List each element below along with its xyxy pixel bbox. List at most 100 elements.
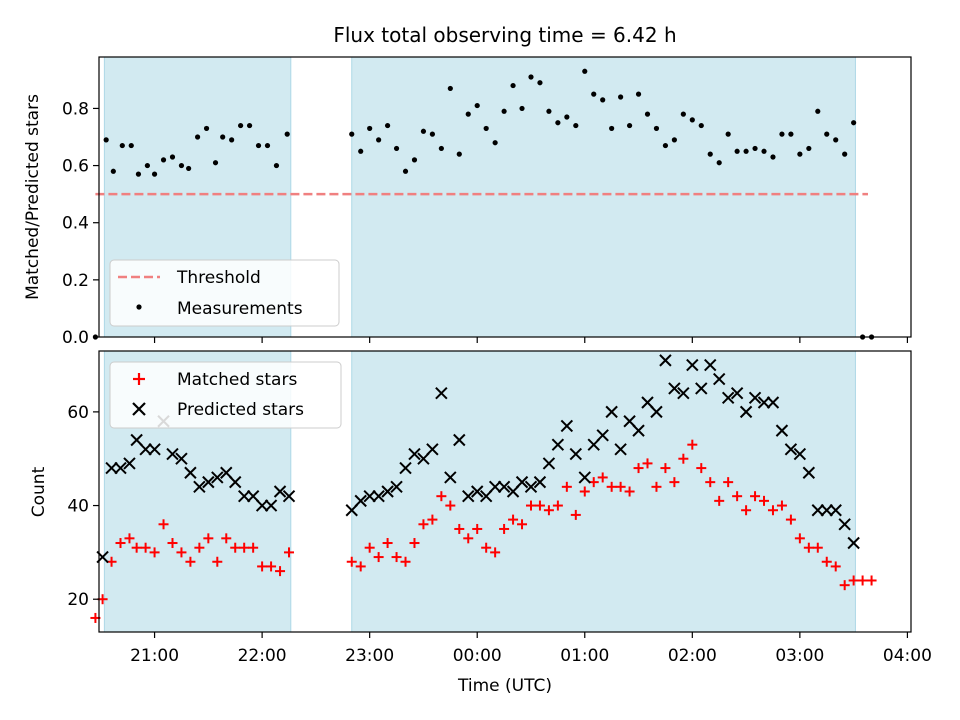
measurement-point — [707, 151, 713, 157]
matched-point — [185, 556, 196, 567]
matched-point — [785, 514, 796, 525]
matched-point — [624, 486, 635, 497]
measurement-point — [555, 120, 561, 126]
measurement-point — [447, 85, 453, 92]
predicted-point — [123, 457, 136, 470]
measurement-point — [725, 131, 731, 137]
predicted-point-b — [775, 424, 789, 437]
matched-point — [427, 514, 438, 525]
predicted-point — [748, 391, 762, 405]
predicted-point-b — [220, 466, 233, 479]
predicted-point — [704, 358, 717, 372]
bottom-y-axis: 20 40 60 — [67, 403, 99, 610]
bottom-legend: Matched stars Predicted stars — [109, 361, 342, 429]
predicted-point — [820, 504, 833, 517]
predicted-point-b — [533, 475, 547, 489]
matched-point — [284, 547, 295, 558]
matched-point — [481, 542, 492, 553]
measurement-point — [743, 148, 749, 154]
y-tick-label: 20 — [67, 590, 89, 610]
measurement-point — [411, 157, 418, 163]
matched-point — [678, 453, 689, 464]
predicted-point-b — [444, 471, 457, 484]
measurement-point — [653, 125, 660, 132]
top-y-axis-label: Matched/Predicted stars — [23, 94, 43, 300]
bottom-x-axis: 21:00 22:00 23:00 00:00 01:00 02:00 03:00 04:00 — [130, 632, 932, 666]
matched-point — [660, 463, 671, 474]
predicted-point-b — [264, 499, 278, 512]
matched-point — [534, 500, 545, 511]
matched-point — [508, 514, 519, 525]
predicted-point-b — [184, 466, 197, 479]
predicted-point — [390, 480, 403, 494]
measurement-point — [689, 117, 695, 123]
measurement-point — [591, 91, 597, 97]
predicted-star-markers — [96, 354, 860, 564]
matched-point — [543, 505, 554, 516]
measurement-point — [246, 122, 253, 129]
predicted-point-b — [229, 475, 242, 489]
predicted-point — [399, 461, 412, 475]
predicted-point — [838, 518, 851, 531]
measurement-point — [797, 151, 803, 157]
x-tick-label: 00:00 — [453, 646, 502, 666]
measurement-point — [178, 162, 185, 169]
predicted-point — [721, 391, 735, 405]
predicted-point-b — [614, 443, 627, 456]
y-tick-label: 0.4 — [62, 214, 89, 234]
matched-point — [651, 481, 662, 492]
predicted-point — [569, 447, 583, 461]
matched-point — [382, 538, 393, 549]
predicted-point — [444, 471, 457, 484]
matched-point — [732, 491, 743, 502]
predicted-point-b — [471, 485, 484, 498]
predicted-point-b — [363, 489, 376, 503]
predicted-point-b — [123, 457, 136, 470]
measurement-points — [92, 68, 875, 340]
matched-point — [776, 500, 787, 511]
matched-point — [400, 556, 411, 567]
predicted-point-b — [838, 518, 851, 531]
measurement-point — [376, 137, 382, 143]
matched-point — [409, 538, 420, 549]
predicted-point-b — [659, 354, 672, 367]
observing-interval-shade — [351, 350, 856, 633]
y-tick-label: 0.8 — [62, 99, 89, 119]
predicted-point-b — [354, 494, 367, 508]
measurement-point — [546, 108, 552, 114]
measurement-point — [151, 171, 158, 177]
measurement-point — [635, 91, 642, 97]
matched-point — [454, 523, 465, 534]
predicted-legend-swatch — [132, 402, 146, 416]
y-tick-label: 0.6 — [62, 157, 89, 177]
predicted-point-b — [390, 480, 403, 494]
predicted-point-b — [488, 480, 502, 494]
top-y-axis: 0.0 0.2 0.4 0.6 0.8 — [62, 99, 99, 348]
predicted-point-b — [139, 443, 152, 456]
matched-point — [866, 575, 877, 586]
measurement-point — [618, 94, 624, 100]
matched-point — [723, 477, 734, 488]
measurement-point — [582, 68, 588, 74]
matched-point — [705, 477, 716, 488]
predicted-point-b — [497, 480, 511, 494]
measurement-point — [824, 131, 830, 137]
measurement-point — [103, 137, 109, 143]
predicted-point — [829, 504, 842, 517]
predicted-point-b — [596, 429, 609, 442]
matched-point — [257, 561, 268, 572]
predicted-point — [139, 443, 152, 456]
predicted-point — [730, 386, 744, 400]
matched-point — [767, 505, 778, 516]
measurement-point — [573, 122, 579, 129]
predicted-point — [793, 447, 807, 461]
matched-point — [525, 500, 536, 511]
measurement-point — [220, 134, 226, 140]
predicted-point — [551, 438, 565, 451]
predicted-point — [578, 471, 591, 484]
measurement-point — [203, 125, 210, 132]
predicted-point-b — [721, 391, 735, 405]
predicted-point-b — [757, 396, 771, 409]
x-tick-label: 01:00 — [560, 646, 609, 666]
